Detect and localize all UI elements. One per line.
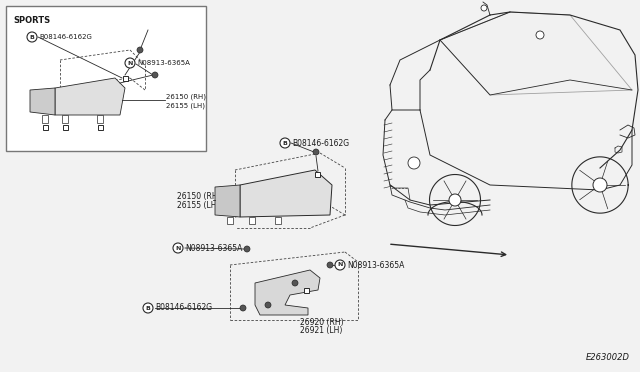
Text: 26921 (LH): 26921 (LH) [300, 327, 342, 336]
Circle shape [240, 305, 246, 311]
Polygon shape [240, 170, 332, 217]
Text: N: N [127, 61, 132, 65]
Text: N: N [175, 246, 180, 250]
Text: N08913-6365A: N08913-6365A [137, 60, 190, 66]
Circle shape [481, 5, 487, 11]
Text: B08146-6162G: B08146-6162G [292, 138, 349, 148]
Bar [249, 217, 255, 224]
Circle shape [327, 262, 333, 268]
Circle shape [244, 246, 250, 252]
Circle shape [143, 303, 153, 313]
Circle shape [280, 138, 290, 148]
Text: B: B [145, 305, 150, 311]
Text: E263002D: E263002D [586, 353, 630, 362]
Text: 26150 (RH): 26150 (RH) [177, 192, 221, 201]
Bar [42, 115, 48, 123]
Polygon shape [255, 270, 320, 315]
Text: B08146-6162G: B08146-6162G [39, 34, 92, 40]
Polygon shape [215, 185, 240, 217]
Text: SPORTS: SPORTS [13, 16, 50, 25]
Bar [63, 125, 67, 129]
Bar [275, 217, 281, 224]
Circle shape [449, 194, 461, 206]
Text: N: N [337, 263, 342, 267]
Circle shape [335, 260, 345, 270]
Text: 26155 (LH): 26155 (LH) [166, 103, 205, 109]
Circle shape [536, 31, 544, 39]
Text: N08913-6365A: N08913-6365A [185, 244, 243, 253]
Bar [97, 115, 103, 123]
Text: 26920 (RH): 26920 (RH) [300, 317, 344, 327]
Circle shape [593, 178, 607, 192]
Bar [227, 217, 233, 224]
Circle shape [265, 302, 271, 308]
Polygon shape [440, 12, 632, 95]
Text: 26155 (LH): 26155 (LH) [177, 201, 220, 209]
Circle shape [173, 243, 183, 253]
Circle shape [313, 149, 319, 155]
Bar [97, 125, 102, 129]
Text: B08146-6162G: B08146-6162G [155, 304, 212, 312]
Polygon shape [55, 78, 125, 115]
Circle shape [27, 32, 37, 42]
Bar [62, 115, 68, 123]
Text: N08913-6365A: N08913-6365A [347, 260, 404, 269]
Bar [122, 76, 127, 80]
Text: B: B [29, 35, 35, 39]
Bar [6, 6, 206, 151]
Text: 26150 (RH): 26150 (RH) [166, 94, 206, 100]
Bar [42, 125, 47, 129]
Circle shape [292, 280, 298, 286]
Bar [316, 171, 321, 176]
Circle shape [152, 72, 158, 78]
Circle shape [408, 157, 420, 169]
Polygon shape [30, 88, 55, 115]
Bar [305, 288, 310, 292]
Text: B: B [283, 141, 287, 145]
Circle shape [125, 58, 135, 68]
Circle shape [137, 47, 143, 53]
